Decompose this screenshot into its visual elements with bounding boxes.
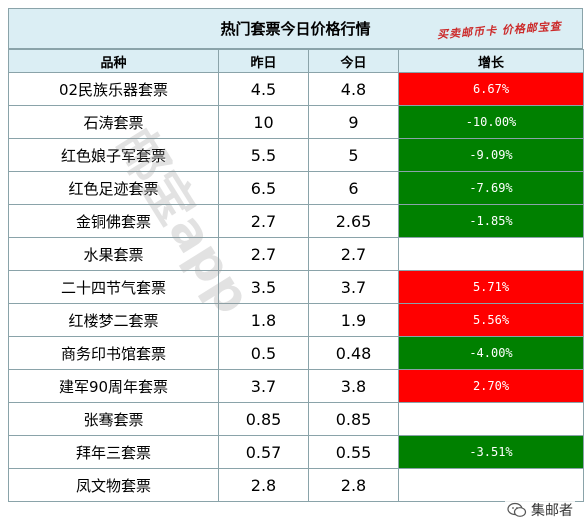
table-title: 热门套票今日价格行情 [220,20,371,38]
cell-yesterday: 0.85 [218,402,309,436]
table-row: 红色娘子军套票 5.5 5 -9.09% [8,138,584,172]
cell-yesterday: 10 [218,105,309,139]
cell-name: 张骞套票 [8,402,219,436]
cell-yesterday: 2.7 [218,204,309,238]
cell-yesterday: 5.5 [218,138,309,172]
brand-badge: 集邮者 [505,500,575,520]
cell-name: 红楼梦二套票 [8,303,219,337]
cell-yesterday: 6.5 [218,171,309,205]
cell-change [398,468,584,502]
cell-change: -10.00% [398,105,584,139]
cell-name: 二十四节气套票 [8,270,219,304]
cell-name: 凤文物套票 [8,468,219,502]
cell-today: 5 [308,138,399,172]
brand-name: 集邮者 [531,503,573,519]
header-row: 品种 昨日 今日 增长 [8,49,584,73]
table-row: 张骞套票 0.85 0.85 [8,402,584,436]
cell-change: -9.09% [398,138,584,172]
table-row: 拜年三套票 0.57 0.55 -3.51% [8,435,584,469]
cell-yesterday: 4.5 [218,72,309,106]
header-yesterday: 昨日 [218,49,309,73]
cell-yesterday: 3.7 [218,369,309,403]
cell-change: -1.85% [398,204,584,238]
cell-yesterday: 2.7 [218,237,309,271]
cell-name: 商务印书馆套票 [8,336,219,370]
table-row: 商务印书馆套票 0.5 0.48 -4.00% [8,336,584,370]
cell-change: -4.00% [398,336,584,370]
table-body: 02民族乐器套票 4.5 4.8 6.67% 石涛套票 10 9 -10.00% 红色娘子军套票… [8,72,584,502]
cell-today: 9 [308,105,399,139]
cell-yesterday: 0.57 [218,435,309,469]
cell-change [398,237,584,271]
cell-change: 5.71% [398,270,584,304]
table-row: 02民族乐器套票 4.5 4.8 6.67% [8,72,584,106]
cell-name: 水果套票 [8,237,219,271]
table-row: 建军90周年套票 3.7 3.8 2.70% [8,369,584,403]
cell-yesterday: 1.8 [218,303,309,337]
table-row: 凤文物套票 2.8 2.8 [8,468,584,502]
cell-name: 拜年三套票 [8,435,219,469]
cell-yesterday: 0.5 [218,336,309,370]
cell-today: 3.8 [308,369,399,403]
price-sheet: 热门套票今日价格行情 买卖邮币卡 价格邮宝查 品种 昨日 今日 增长 02民族乐… [8,8,585,526]
cell-today: 0.48 [308,336,399,370]
cell-change: 2.70% [398,369,584,403]
cell-change [398,402,584,436]
cell-today: 4.8 [308,72,399,106]
wechat-icon [507,502,527,517]
table-row: 红楼梦二套票 1.8 1.9 5.56% [8,303,584,337]
cell-yesterday: 2.8 [218,468,309,502]
header-today: 今日 [308,49,399,73]
header-change: 增长 [398,49,584,73]
price-table: 品种 昨日 今日 增长 02民族乐器套票 4.5 4.8 6.67% 石涛套票 10 9 -1… [8,49,584,502]
table-title-bar: 热门套票今日价格行情 买卖邮币卡 价格邮宝查 [8,8,583,49]
cell-today: 0.55 [308,435,399,469]
cell-today: 0.85 [308,402,399,436]
cell-today: 2.7 [308,237,399,271]
cell-name: 金铜佛套票 [8,204,219,238]
slogan: 买卖邮币卡 价格邮宝查 [436,19,563,42]
cell-change: -3.51% [398,435,584,469]
cell-name: 红色娘子军套票 [8,138,219,172]
cell-yesterday: 3.5 [218,270,309,304]
cell-name: 02民族乐器套票 [8,72,219,106]
cell-name: 石涛套票 [8,105,219,139]
cell-today: 2.65 [308,204,399,238]
header-name: 品种 [8,49,219,73]
table-row: 红色足迹套票 6.5 6 -7.69% [8,171,584,205]
table-row: 二十四节气套票 3.5 3.7 5.71% [8,270,584,304]
cell-today: 2.8 [308,468,399,502]
table-row: 水果套票 2.7 2.7 [8,237,584,271]
cell-today: 3.7 [308,270,399,304]
cell-name: 建军90周年套票 [8,369,219,403]
cell-today: 1.9 [308,303,399,337]
cell-today: 6 [308,171,399,205]
cell-change: 5.56% [398,303,584,337]
cell-change: 6.67% [398,72,584,106]
table-row: 石涛套票 10 9 -10.00% [8,105,584,139]
cell-name: 红色足迹套票 [8,171,219,205]
cell-change: -7.69% [398,171,584,205]
table-row: 金铜佛套票 2.7 2.65 -1.85% [8,204,584,238]
